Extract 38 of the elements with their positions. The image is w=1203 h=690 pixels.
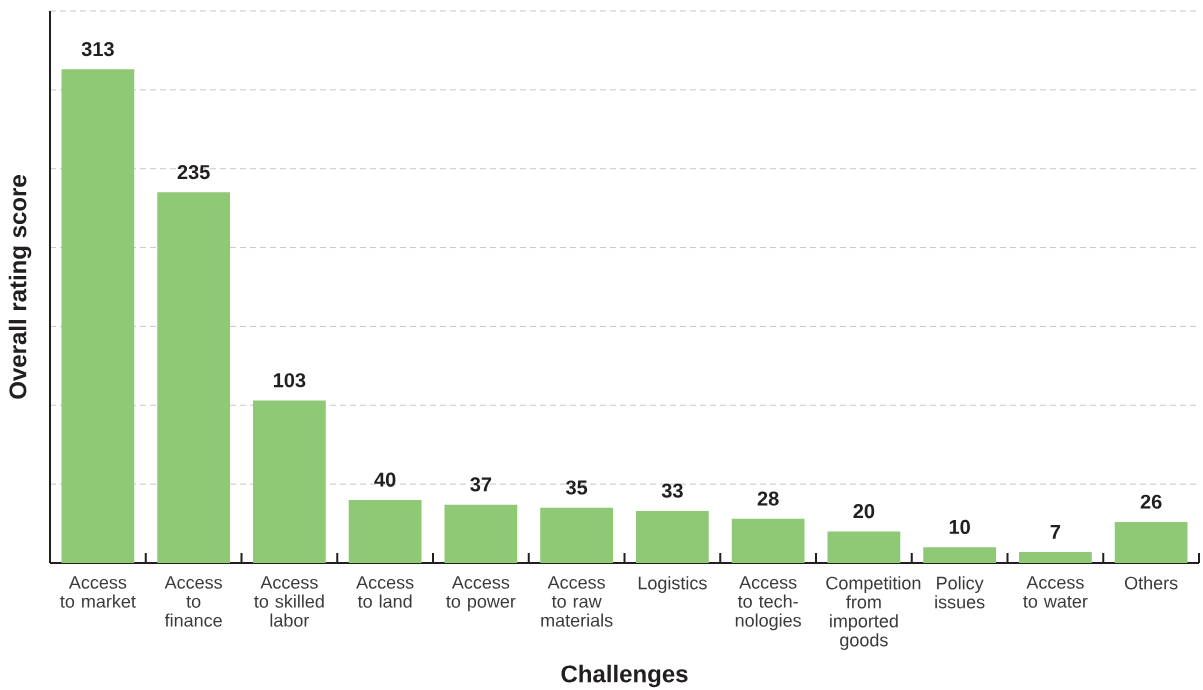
data-label: 26 <box>1140 494 1162 509</box>
x-tick-label: Policy issues <box>935 576 985 609</box>
x-tick-label: Access to water <box>1023 576 1088 608</box>
y-axis-title: Overall rating score <box>8 175 32 399</box>
x-axis-title: Challenges <box>561 664 688 688</box>
bar <box>1114 521 1188 563</box>
x-tick-label: Access to land <box>356 576 414 608</box>
bar <box>923 547 997 563</box>
x-tick-label: Access to skilled labor <box>254 576 324 627</box>
bar <box>444 504 518 563</box>
bar <box>1019 551 1092 563</box>
data-label: 103 <box>273 373 306 388</box>
data-label: 40 <box>374 472 396 487</box>
data-label: 33 <box>661 483 683 498</box>
data-label: 20 <box>853 504 875 519</box>
x-tick-label: Access to power <box>446 576 516 612</box>
data-label: 7 <box>1050 524 1061 539</box>
x-tick-label: Others <box>1124 576 1178 590</box>
bar <box>61 69 135 563</box>
bar <box>731 518 805 563</box>
bar <box>348 499 422 563</box>
x-tick-label: Access to raw materials <box>541 576 613 627</box>
bar <box>157 192 231 563</box>
bar <box>636 510 709 563</box>
x-tick-label: Access to finance <box>164 576 222 627</box>
data-label: 37 <box>470 477 492 492</box>
data-label: 313 <box>81 41 114 57</box>
data-label: 235 <box>177 164 210 180</box>
bar <box>252 400 326 563</box>
x-tick-label: Competition from imported goods <box>826 576 921 650</box>
data-label: 28 <box>757 491 779 506</box>
bar <box>540 507 614 563</box>
x-tick-label: Access to market <box>60 576 136 608</box>
x-tick-label: Access to tech-nologies <box>735 576 801 631</box>
bar <box>827 531 901 563</box>
x-tick-label: Logistics <box>638 576 707 593</box>
data-label: 10 <box>949 519 970 535</box>
data-label: 35 <box>565 480 588 495</box>
